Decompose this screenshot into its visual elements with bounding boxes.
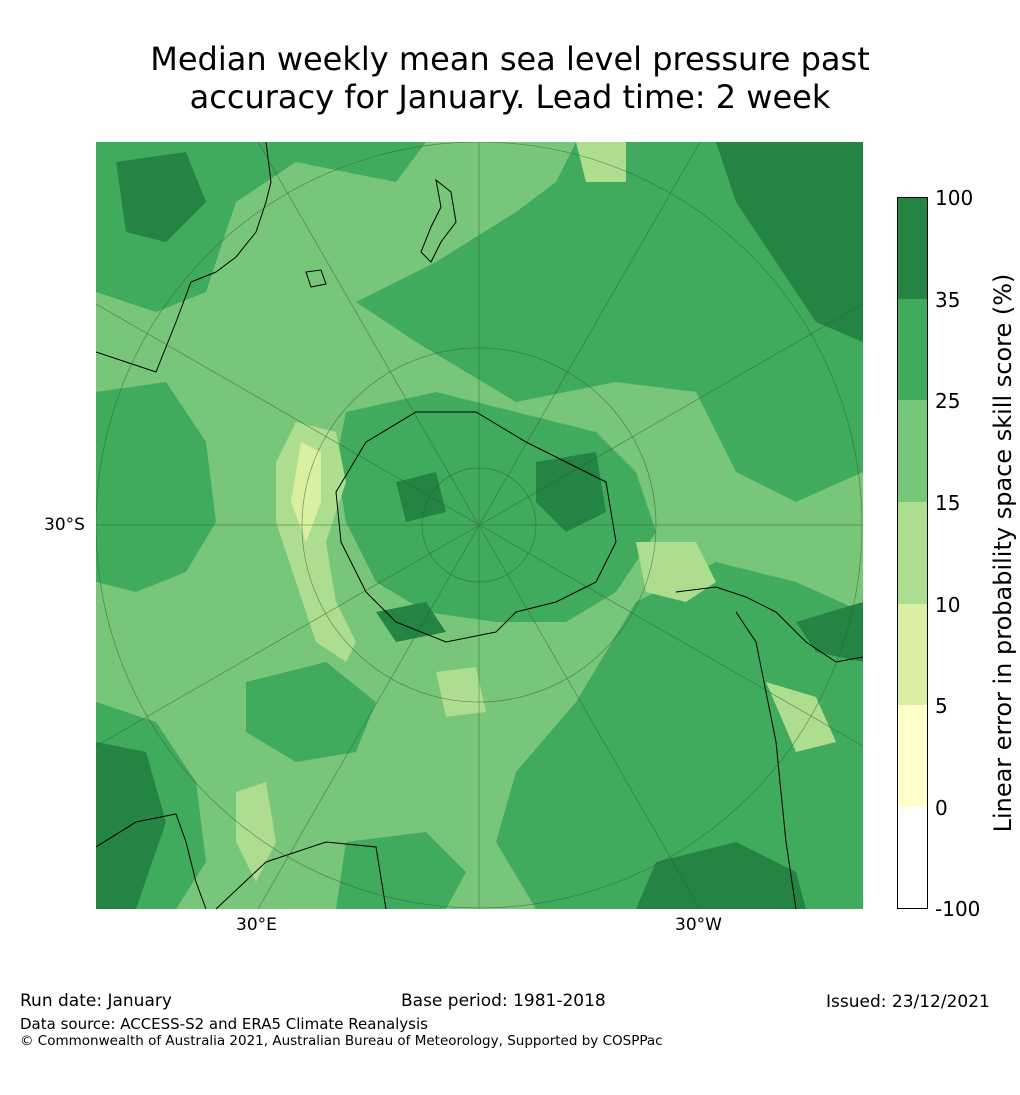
new-zealand-coastline [420, 178, 457, 263]
lon-label-30e: 30°E [236, 915, 277, 935]
skill-region [396, 472, 446, 522]
australia-coastline [96, 142, 272, 373]
skill-region [496, 562, 863, 909]
colorbar-bin-35-100 [897, 197, 928, 299]
meridian [96, 303, 863, 747]
skill-region [236, 782, 276, 882]
skill-region [636, 542, 716, 602]
chart-title: Median weekly mean sea level pressure pa… [0, 40, 1020, 116]
colorbar-label: Linear error in probability space skill … [989, 273, 1017, 833]
tasmania-coastline [305, 269, 327, 288]
polar-map [96, 142, 863, 909]
colorbar [897, 197, 928, 909]
skill-region [356, 142, 863, 502]
colorbar-tick-25: 25 [935, 389, 961, 413]
skill-region [116, 152, 206, 242]
antarctica-coastline [335, 411, 617, 643]
colorbar-tick-15: 15 [935, 491, 961, 515]
colorbar-bin-10-15 [897, 502, 928, 604]
lat-label-30s: 30°S [44, 515, 85, 535]
south-america-coastline [675, 586, 863, 909]
colorbar-frame [897, 197, 928, 909]
map-canvas [96, 142, 863, 909]
run-date: Run date: January [20, 991, 172, 1011]
skill-region [246, 662, 376, 762]
copyright: © Commonwealth of Australia 2021, Austra… [20, 1033, 663, 1049]
title-line-2: accuracy for January. Lead time: 2 week [189, 78, 831, 116]
coastlines [96, 142, 863, 909]
colorbar-bin-25-35 [897, 299, 928, 400]
skill-region [96, 382, 216, 592]
skill-region [436, 667, 486, 717]
skill-region [291, 442, 321, 542]
colorbar-bin-0-5 [897, 705, 928, 807]
skill-region [766, 682, 836, 752]
colorbar-swatches [897, 197, 928, 909]
colorbar-tick-100: 100 [935, 186, 974, 210]
skill-region [336, 392, 656, 622]
colorbar-bin-neg100-0 [897, 807, 928, 909]
graticule [96, 142, 863, 909]
colorbar-bin-5-10 [897, 604, 928, 705]
issued-date: Issued: 23/12/2021 [826, 992, 990, 1012]
africa-coastline [96, 813, 387, 909]
colorbar-tick-35: 35 [935, 288, 961, 312]
skill-region [716, 142, 863, 342]
skill-region [636, 842, 806, 909]
colorbar-bin-15-25 [897, 400, 928, 502]
skill-class-5-10 [291, 442, 321, 542]
colorbar-tick-10: 10 [935, 593, 961, 617]
colorbar-tick-neg100: -100 [935, 897, 981, 921]
skill-class-35-100 [96, 142, 863, 909]
skill-region [536, 452, 606, 532]
skill-region [336, 832, 466, 909]
colorbar-tick-5: 5 [935, 694, 948, 718]
base-period: Base period: 1981-2018 [401, 991, 606, 1011]
lon-label-30w: 30°W [675, 915, 722, 935]
skill-region [376, 602, 446, 642]
data-source: Data source: ACCESS-S2 and ERA5 Climate … [20, 1015, 428, 1033]
colorbar-tick-0: 0 [935, 796, 948, 820]
title-line-1: Median weekly mean sea level pressure pa… [150, 40, 870, 78]
